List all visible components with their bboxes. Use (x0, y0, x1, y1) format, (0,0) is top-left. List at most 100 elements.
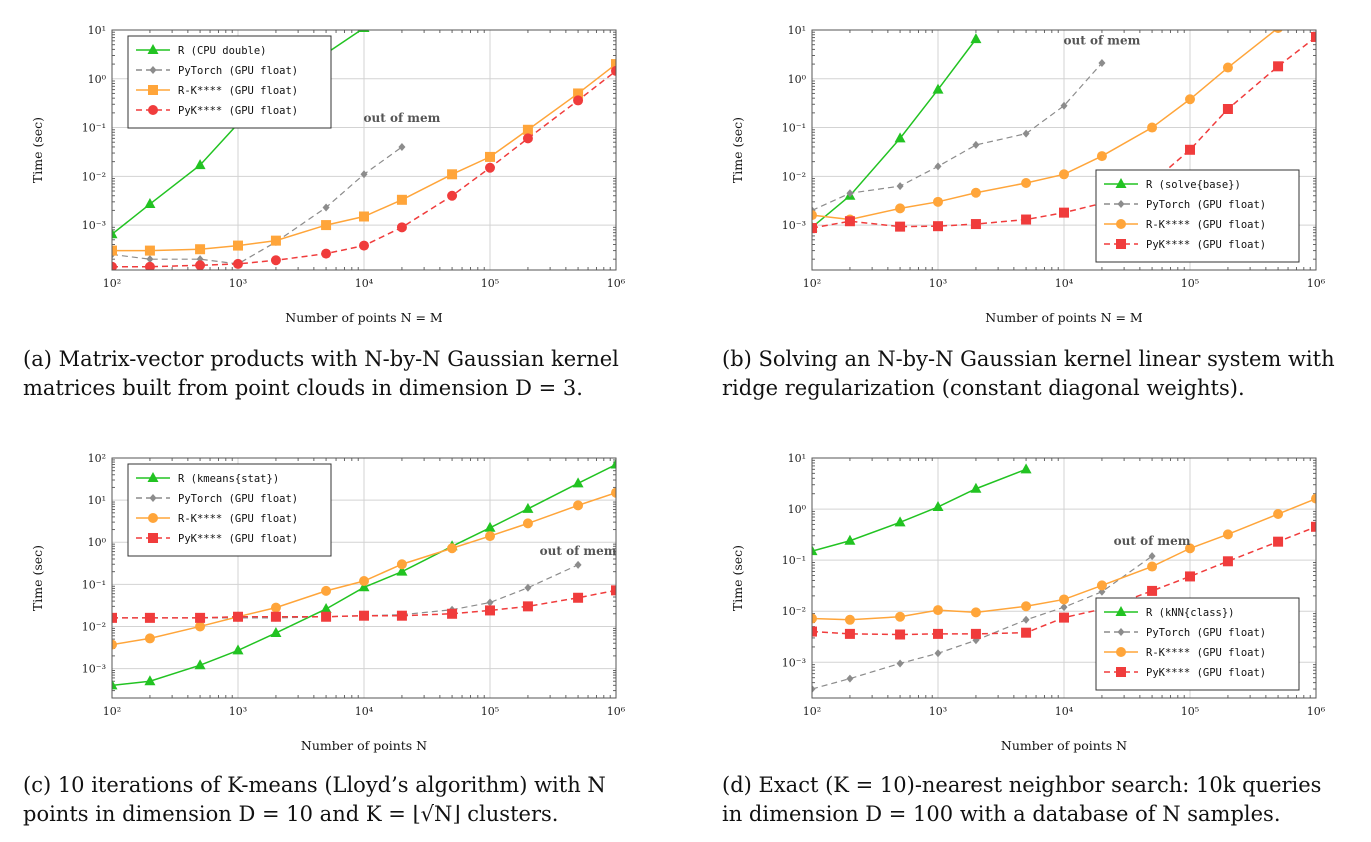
data-point (359, 240, 369, 251)
y-tick-label: 10⁻³ (782, 656, 806, 669)
data-point (486, 598, 494, 607)
data-point (359, 610, 369, 621)
legend-entry: PyK**** (GPU float) (1146, 667, 1266, 679)
data-point (1273, 61, 1284, 72)
data-point (933, 605, 943, 616)
data-point (896, 659, 904, 668)
tick-labels: 10² 10³ 10⁴ 10⁵ 10⁶ 10⁻³ 10⁻² 10⁻¹ 10⁰ 10¹ (82, 24, 626, 290)
y-tick-label: 10⁰ (788, 503, 807, 516)
legend-entry: PyTorch (GPU float) (1146, 199, 1266, 211)
data-point (1222, 556, 1233, 567)
legend-swatch-marker (1115, 178, 1127, 188)
x-axis-label: Number of points N = M (985, 310, 1143, 325)
data-point (846, 674, 854, 683)
data-point (611, 487, 616, 498)
data-point (522, 518, 533, 529)
data-point (1311, 31, 1316, 42)
data-point (484, 521, 496, 532)
data-point (934, 162, 942, 171)
data-point (1222, 529, 1233, 540)
data-point (320, 602, 332, 613)
data-point (144, 633, 155, 644)
data-point (970, 482, 982, 493)
data-point (970, 219, 981, 230)
data-point (970, 33, 982, 44)
tick-labels: 10² 10³ 10⁴ 10⁵ 10⁶ 10⁻³ 10⁻² 10⁻¹ 10⁰ 10¹ 10² (82, 452, 626, 718)
data-point (812, 626, 817, 637)
data-point (812, 613, 817, 624)
data-point (360, 170, 368, 179)
x-tick-label: 10⁴ (1055, 277, 1074, 290)
x-tick-label: 10³ (229, 705, 247, 718)
data-point (844, 534, 856, 545)
series-PyTorch (812, 59, 1106, 215)
out-of-mem-label: out of mem (540, 544, 617, 558)
caption-line: (d) Exact (K = 10)-nearest neighbor sear… (722, 773, 1322, 797)
y-tick-label: 10² (88, 452, 106, 465)
x-tick-label: 10³ (929, 277, 947, 290)
data-point (932, 500, 944, 511)
data-point (195, 244, 206, 255)
data-point (112, 245, 117, 256)
data-point (144, 261, 155, 270)
data-point (396, 194, 407, 205)
x-tick-label: 10³ (229, 277, 247, 290)
data-point (359, 576, 369, 587)
x-tick-label: 10⁵ (1181, 277, 1199, 290)
data-point (358, 581, 370, 592)
data-point (233, 258, 243, 269)
data-point (1185, 543, 1195, 554)
y-tick-label: 10⁻² (82, 170, 106, 183)
series-PyTorch (812, 552, 1156, 694)
x-axis-label: Number of points N (1001, 738, 1127, 753)
data-point (812, 210, 817, 221)
data-point (144, 675, 156, 686)
data-point (321, 611, 332, 622)
x-tick-label: 10⁶ (1307, 277, 1326, 290)
x-tick-label: 10² (103, 705, 121, 718)
data-point (485, 531, 495, 542)
legend-swatch-marker (147, 472, 159, 482)
caption-line: (a) Matrix-vector products with N-by-N G… (23, 347, 619, 371)
data-point (396, 565, 408, 576)
data-point (270, 602, 281, 613)
series-PyKeops (112, 65, 616, 270)
data-point (1020, 463, 1032, 474)
legend-swatch-marker (1116, 239, 1126, 249)
data-point (1311, 521, 1316, 532)
x-axis-label: Number of points N = M (285, 310, 443, 325)
data-point (1147, 585, 1158, 596)
y-tick-label: 10⁻³ (82, 663, 106, 676)
data-point (233, 611, 243, 622)
legend-box (127, 463, 332, 557)
caption-c: (c) 10 iterations of K-means (Lloyd’s al… (23, 771, 606, 829)
legend-swatch-marker (1116, 647, 1126, 657)
legend: R (solve{base}) PyTorch (GPU float) R-K***… (1095, 169, 1300, 263)
data-point (970, 607, 981, 618)
data-point (611, 59, 616, 70)
legend-swatch-marker (148, 85, 158, 95)
data-point (396, 559, 407, 570)
legend-swatch-marker (147, 44, 159, 54)
y-tick-label: 10⁻³ (82, 219, 106, 232)
data-point (1021, 214, 1032, 225)
data-point (1185, 571, 1195, 582)
data-point (895, 629, 906, 640)
series-RKeops (112, 487, 616, 650)
data-point (573, 95, 584, 106)
data-point (1021, 177, 1032, 188)
legend-box (127, 35, 332, 129)
data-point (573, 500, 584, 511)
data-point (396, 222, 407, 233)
data-point (321, 220, 332, 231)
data-point (611, 65, 616, 76)
data-point (1022, 615, 1030, 624)
caption-line: (c) 10 iterations of K-means (Lloyd’s al… (23, 773, 606, 797)
data-point (1185, 94, 1195, 105)
y-tick-label: 10⁰ (788, 73, 807, 86)
data-point (112, 228, 118, 239)
data-point (270, 626, 282, 637)
data-point (1059, 169, 1069, 180)
data-point (144, 245, 155, 256)
legend-entry: R (CPU double) (178, 45, 267, 57)
